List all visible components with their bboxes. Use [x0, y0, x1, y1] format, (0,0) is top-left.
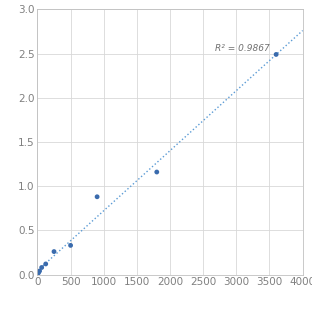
Point [68, 243, 73, 248]
Point [51, 249, 56, 254]
Point [43, 261, 48, 266]
Text: R² = 0.9867: R² = 0.9867 [215, 44, 270, 53]
Point [95, 194, 100, 199]
Point [37, 269, 42, 274]
Point [154, 169, 159, 174]
Point [274, 52, 279, 57]
Point [39, 265, 44, 270]
Point [36, 270, 41, 275]
Point [35, 272, 40, 277]
